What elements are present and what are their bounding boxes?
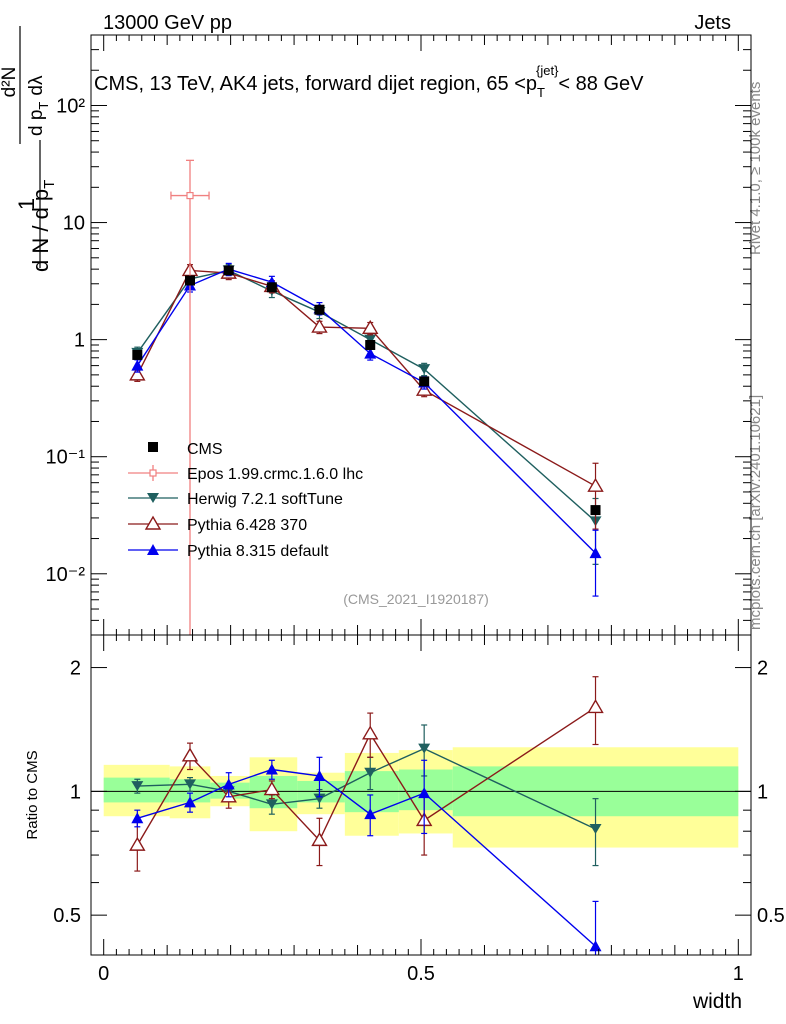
ratio-point-pythia-8-315-default-7 (589, 940, 602, 952)
legend-entry-herwig: Herwig 7.2.1 softTune (128, 491, 343, 508)
x-tick-label-1: 0.5 (407, 963, 435, 985)
legend-marker-cms (148, 442, 158, 452)
x-axis-label: width (692, 990, 742, 1013)
main-plot-title: CMS, 13 TeV, AK4 jets, forward dijet reg… (94, 63, 644, 100)
point-cms-3 (266, 282, 277, 293)
series-line-pythia-8-315-default (136, 268, 597, 554)
point-cms-1 (185, 275, 195, 286)
y-label-one: 1 (14, 198, 39, 210)
point-cms-2 (223, 265, 234, 276)
ratio-y-tick-label-left-1: 1 (70, 781, 81, 803)
ratio-point-herwig-7-2-1-softtune-1 (184, 779, 196, 790)
ratio-point-pythia-6-428-370-5 (362, 725, 379, 740)
legend-label-cms: CMS (187, 441, 223, 458)
legend-entry-pythia8: Pythia 8.315 default (128, 543, 329, 560)
point-pythia-6-428-370-0 (129, 366, 146, 381)
point-pythia-8-315-default-0 (131, 359, 144, 371)
ratio-y-tick-label-left-2: 2 (70, 658, 81, 680)
ratio-point-pythia-8-315-default-1 (184, 796, 196, 808)
point-pythia-6-428-370-4 (311, 318, 328, 333)
y-tick-label-1: 10⁻¹ (46, 447, 86, 469)
ratio-point-pythia-8-315-default-4 (313, 769, 326, 781)
ratio-point-herwig-7-2-1-softtune-4 (313, 793, 326, 804)
main-plot-panel: 10⁻² 10⁻¹ 1 10 10² CMS, 13 TeV, AK4 jets, fo… (0, 26, 752, 636)
category-label: Jets (694, 12, 731, 34)
ratio-line-pythia-8-315-default (137, 768, 596, 947)
ratio-point-pythia-6-428-370-7 (587, 699, 604, 714)
mcplots-label: mcplots.cern.ch [arXiv:2401.10621] (747, 395, 764, 630)
ratio-y-tick-label-right-1: 1 (757, 781, 768, 803)
point-pythia-6-428-370-5 (362, 319, 379, 334)
legend: CMS Epos 1.99.crmc.1.6.0 lhc Herwig 7.2.… (128, 441, 363, 560)
point-pythia-8-315-default-7 (589, 547, 602, 559)
x-tick-label-2: 1 (733, 963, 744, 985)
ratio-point-pythia-6-428-370-0 (129, 836, 146, 851)
point-pythia-6-428-370-7 (587, 477, 604, 492)
ratio-plot-panel: 0.5 0.5 1 1 2 2 0 0.5 1 Ratio to CMS width (24, 634, 785, 1013)
ratio-line-herwig-7-2-1-softtune (137, 747, 596, 830)
point-herwig-7-2-1-softtune-6 (418, 364, 431, 375)
legend-label-pythia6: Pythia 6.428 370 (187, 517, 307, 534)
point-cms-0 (132, 349, 143, 360)
legend-label-pythia8: Pythia 8.315 default (187, 543, 329, 560)
x-tick-label-0: 0 (98, 963, 109, 985)
y-tick-label-0: 10⁻² (46, 564, 86, 586)
ratio-point-pythia-6-428-370-1 (181, 747, 199, 762)
y-tick-label-4: 10² (56, 95, 85, 117)
point-cms-5 (365, 339, 376, 350)
ratio-y-axis-label: Ratio to CMS (24, 750, 41, 839)
point-epos-1-99-crmc-1-6-0-lhc-0 (186, 191, 194, 200)
ratio-point-pythia-8-315-default-5 (364, 808, 377, 820)
y-label-denominator-2: d pTdλ (26, 75, 51, 136)
legend-marker-pythia6 (144, 515, 162, 530)
ratio-point-herwig-7-2-1-softtune-3 (265, 799, 278, 810)
point-cms-7 (590, 505, 601, 516)
legend-marker-pythia8 (147, 544, 159, 555)
point-cms-6 (419, 376, 430, 387)
point-cms-4 (314, 304, 325, 315)
ratio-point-pythia-8-315-default-6 (418, 787, 431, 799)
legend-label-epos: Epos 1.99.crmc.1.6.0 lhc (187, 466, 363, 483)
ratio-point-herwig-7-2-1-softtune-6 (418, 743, 431, 754)
main-y-axis-label: 1 d N / d pT d²N d pTdλ (0, 26, 58, 272)
legend-label-herwig: Herwig 7.2.1 softTune (187, 491, 343, 508)
legend-entry-pythia6: Pythia 6.428 370 (128, 515, 307, 534)
ratio-point-pythia-6-428-370-3 (263, 781, 281, 796)
y-tick-label-3: 10 (63, 213, 85, 235)
ratio-y-tick-label-right-2: 2 (757, 658, 768, 680)
analysis-label: (CMS_2021_I1920187) (343, 591, 489, 607)
ratio-point-herwig-7-2-1-softtune-7 (589, 823, 602, 834)
legend-entry-epos: Epos 1.99.crmc.1.6.0 lhc (128, 465, 363, 483)
ratio-line-pythia-6-428-370 (136, 706, 596, 846)
y-tick-label-2: 1 (74, 330, 85, 352)
ratio-point-herwig-7-2-1-softtune-0 (131, 781, 144, 792)
ratio-point-pythia-8-315-default-0 (131, 812, 144, 824)
rivet-label: Rivet 4.1.0, ≥ 100k events (747, 82, 764, 255)
y-label-denominator: d N / d pT (28, 180, 58, 272)
point-pythia-8-315-default-5 (364, 347, 377, 359)
ratio-y-tick-label-right-0: 0.5 (757, 905, 785, 927)
ratio-point-pythia-6-428-370-4 (311, 831, 328, 847)
ratio-point-pythia-8-315-default-3 (265, 763, 278, 775)
point-herwig-7-2-1-softtune-5 (364, 334, 377, 345)
ratio-point-pythia-8-315-default-2 (222, 778, 235, 790)
ratio-y-tick-label-left-0: 0.5 (53, 905, 81, 927)
energy-label: 13000 GeV pp (103, 12, 232, 34)
series-line-pythia-6-428-370 (136, 269, 596, 487)
y-label-numerator: d²N (0, 67, 20, 98)
ratio-point-herwig-7-2-1-softtune-5 (364, 767, 377, 778)
legend-marker-epos (149, 469, 157, 477)
legend-marker-herwig (147, 493, 159, 503)
legend-entry-cms: CMS (148, 441, 223, 458)
series-line-herwig-7-2-1-softtune (136, 269, 596, 522)
